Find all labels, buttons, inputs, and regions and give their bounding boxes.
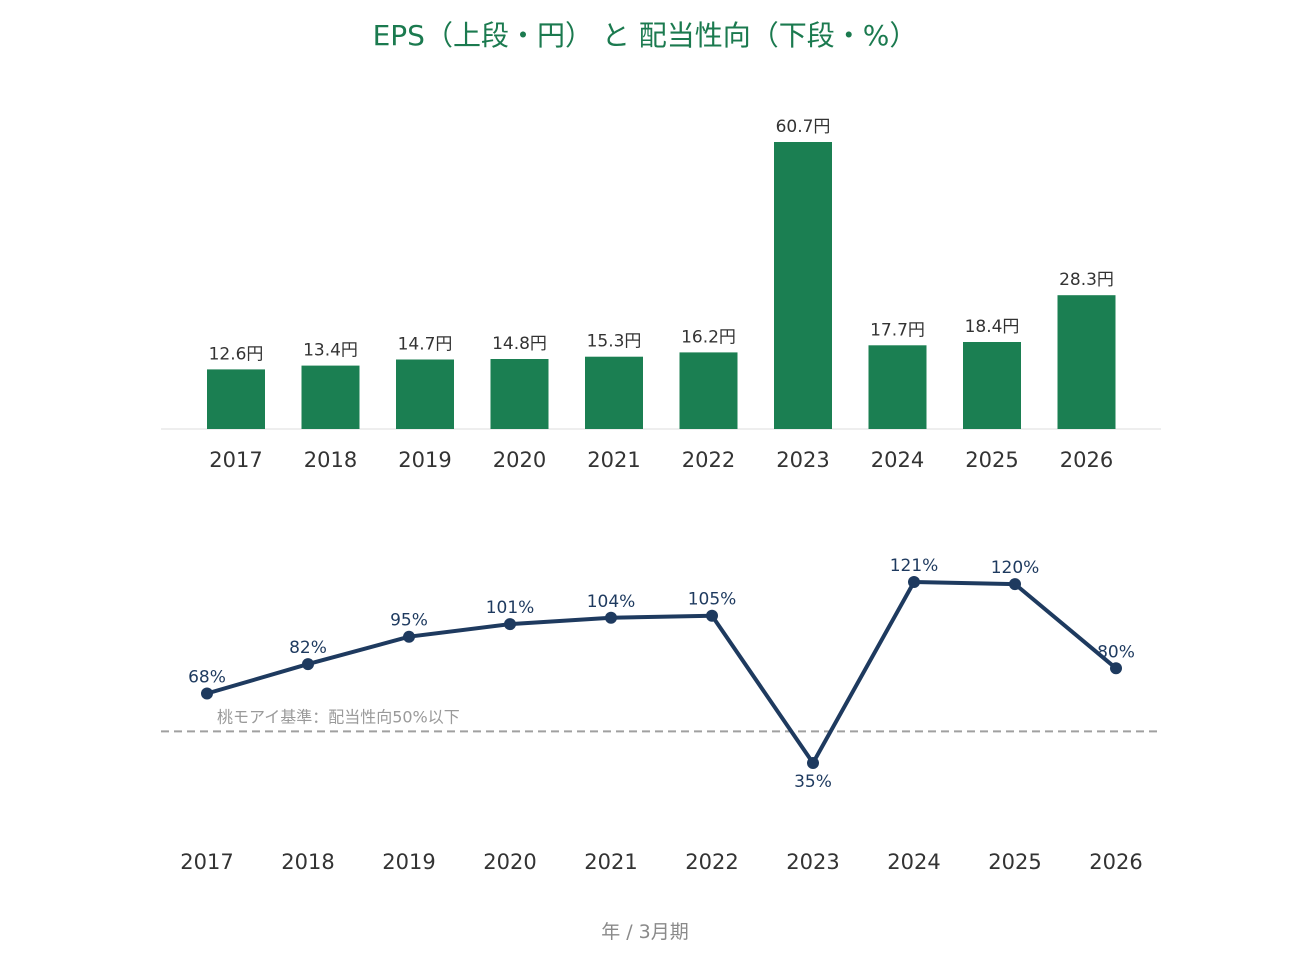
payout-point-2017 [201, 687, 213, 700]
eps-bar-2020 [490, 359, 549, 429]
payout-x-tick: 2017 [180, 850, 233, 874]
eps-x-tick: 2021 [587, 448, 640, 472]
payout-point-2024 [908, 576, 920, 588]
payout-line-panel: 桃モアイ基準：配当性向50%以下 68% 2017 82% 2018 95% 2019 101… [161, 556, 1161, 874]
chart-title: EPS（上段・円） と 配当性向（下段・%） [373, 19, 918, 52]
eps-x-tick: 2026 [1060, 448, 1113, 472]
payout-x-tick: 2022 [685, 850, 738, 874]
eps-value-label: 14.8円 [492, 334, 547, 354]
payout-series-line [205, 580, 1118, 765]
payout-x-tick: 2019 [382, 850, 435, 874]
eps-x-tick: 2024 [871, 448, 924, 472]
payout-value-label: 105% [688, 590, 737, 610]
eps-value-label: 16.2円 [681, 327, 736, 347]
reference-line-label: 桃モアイ基準：配当性向50%以下 [217, 707, 460, 726]
payout-value-label: 68% [188, 668, 226, 688]
eps-x-tick: 2017 [209, 448, 262, 472]
payout-value-label: 95% [390, 611, 428, 631]
eps-bar-2019 [396, 359, 454, 429]
payout-point-2020 [504, 618, 516, 631]
eps-x-tick: 2020 [493, 448, 546, 472]
eps-bar-2022 [679, 352, 738, 429]
eps-bar-2023 [774, 142, 832, 429]
eps-value-label: 18.4円 [965, 317, 1020, 337]
payout-point-2026 [1110, 662, 1122, 675]
payout-x-tick: 2025 [988, 850, 1041, 874]
payout-value-label: 104% [587, 592, 636, 612]
eps-value-label: 17.7円 [870, 320, 925, 340]
eps-x-tick: 2025 [965, 448, 1018, 472]
eps-bar-2021 [585, 356, 643, 429]
eps-x-tick: 2023 [776, 448, 829, 472]
eps-bar-2018 [301, 365, 360, 429]
payout-value-label: 82% [289, 638, 327, 658]
eps-bar-2024 [868, 345, 927, 429]
payout-x-tick: 2023 [786, 850, 839, 874]
payout-x-tick: 2020 [483, 850, 536, 874]
payout-value-label: 121% [890, 556, 939, 576]
eps-value-label: 14.7円 [398, 335, 453, 355]
eps-value-label: 60.7円 [776, 117, 831, 137]
eps-value-label: 15.3円 [587, 332, 642, 352]
eps-value-label: 13.4円 [303, 341, 358, 361]
payout-point-2021 [605, 611, 617, 624]
payout-value-label: 120% [991, 558, 1040, 578]
payout-point-2023 [807, 757, 819, 769]
eps-bar-2025 [963, 342, 1021, 429]
payout-value-label: 80% [1097, 642, 1135, 662]
x-axis-caption: 年 / 3月期 [601, 921, 689, 943]
payout-point-2018 [302, 658, 314, 671]
payout-x-tick: 2026 [1089, 850, 1142, 874]
eps-bar-panel: 12.6円 2017 13.4円 2018 14.7円 2019 14.8円 2020 15.3… [161, 117, 1161, 472]
payout-point-2025 [1009, 578, 1021, 591]
payout-x-tick: 2018 [281, 850, 334, 874]
payout-x-tick: 2024 [887, 850, 940, 874]
payout-point-2019 [403, 630, 415, 643]
eps-bar-2017 [207, 369, 265, 429]
eps-x-tick: 2019 [398, 448, 451, 472]
payout-value-label: 101% [486, 598, 535, 618]
eps-value-label: 12.6円 [209, 344, 264, 364]
payout-point-2022 [706, 609, 718, 622]
eps-value-label: 28.3円 [1059, 270, 1114, 290]
eps-bar-2026 [1057, 295, 1116, 429]
eps-x-tick: 2018 [304, 448, 357, 472]
eps-x-tick: 2022 [682, 448, 735, 472]
payout-value-label: 35% [794, 772, 832, 792]
payout-x-tick: 2021 [584, 850, 637, 874]
